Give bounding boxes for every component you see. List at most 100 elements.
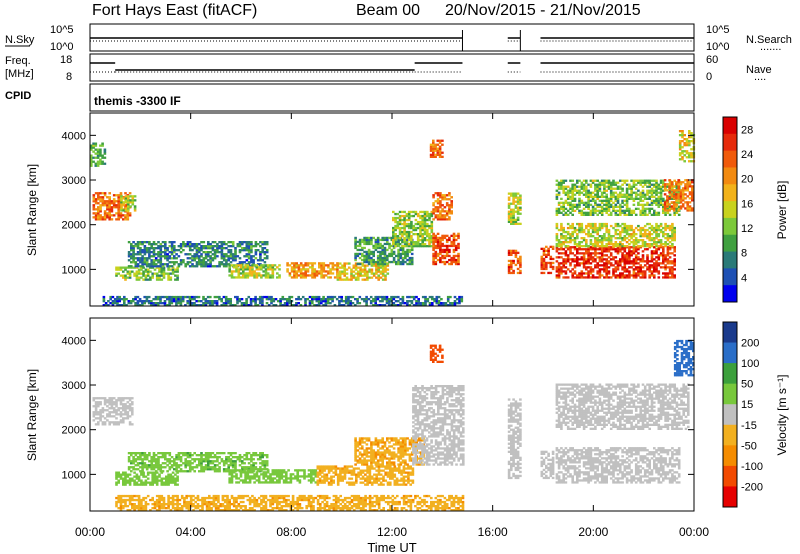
- data-cell: [295, 272, 298, 275]
- data-cell: [379, 272, 383, 275]
- data-cell: [154, 257, 158, 260]
- data-cell: [388, 244, 391, 248]
- data-cell: [150, 466, 153, 469]
- data-cell: [383, 242, 387, 246]
- data-cell: [562, 203, 565, 206]
- data-cell: [657, 191, 661, 194]
- data-cell: [452, 248, 456, 252]
- data-cell: [126, 212, 130, 215]
- data-cell: [392, 241, 395, 244]
- data-cell: [179, 304, 183, 307]
- data-cell: [372, 304, 375, 307]
- data-cell: [101, 423, 105, 426]
- data-cell: [367, 262, 371, 266]
- data-cell: [678, 158, 682, 161]
- data-cell: [200, 255, 203, 258]
- data-cell: [666, 274, 670, 277]
- data-cell: [514, 251, 518, 254]
- data-cell: [124, 405, 127, 408]
- data-cell: [436, 206, 440, 209]
- data-cell: [99, 409, 102, 412]
- data-cell: [441, 238, 444, 242]
- data-cell: [135, 270, 139, 273]
- data-cell: [195, 243, 199, 246]
- data-cell: [671, 235, 674, 238]
- data-cell: [207, 259, 210, 262]
- data-cell: [182, 454, 185, 457]
- data-cell: [607, 209, 611, 212]
- data-cell: [99, 204, 102, 207]
- data-cell: [582, 264, 586, 267]
- data-cell: [616, 187, 620, 190]
- data-cell: [378, 304, 382, 307]
- data-cell: [657, 187, 661, 190]
- data-cell: [607, 239, 611, 242]
- data-cell: [576, 237, 579, 240]
- data-cell: [512, 251, 515, 254]
- data-cell: [169, 475, 173, 478]
- data-cell: [181, 295, 185, 299]
- data-cell: [188, 243, 192, 246]
- data-cell: [434, 192, 438, 195]
- data-cell: [225, 261, 228, 264]
- data-cell: [366, 276, 369, 279]
- data-cell: [643, 276, 647, 279]
- data-cell: [97, 208, 100, 211]
- data-cell: [110, 421, 114, 424]
- nsky-strip: N.Sky 10^5 10^0 10^5 10^0 N.Search .....…: [5, 23, 792, 53]
- data-cell: [646, 197, 649, 200]
- data-cell: [428, 226, 431, 230]
- data-cell: [110, 214, 114, 217]
- data-cell: [580, 199, 584, 202]
- data-cell: [540, 271, 544, 275]
- data-cell: [157, 468, 160, 471]
- data-cell: [562, 243, 565, 246]
- data-cell: [119, 192, 123, 195]
- data-cell: [423, 216, 427, 220]
- data-cell: [653, 262, 656, 265]
- data-cell: [666, 260, 670, 263]
- data-cell: [365, 254, 369, 258]
- data-cell: [177, 265, 181, 268]
- data-cell: [614, 199, 618, 202]
- data-cell: [145, 259, 149, 262]
- data-cell: [131, 195, 135, 198]
- data-cell: [108, 212, 111, 215]
- data-cell: [103, 210, 107, 213]
- data-cell: [184, 245, 187, 248]
- data-cell: [136, 263, 140, 266]
- data-cell: [426, 245, 429, 248]
- data-cell: [247, 304, 251, 307]
- data-cell: [407, 222, 411, 226]
- data-cell: [106, 413, 109, 416]
- nave-tick-top: 60: [706, 54, 718, 66]
- data-cell: [152, 456, 156, 459]
- data-cell: [246, 276, 250, 279]
- data-cell: [614, 274, 618, 277]
- data-cell: [231, 241, 235, 244]
- data-cell: [354, 236, 357, 240]
- data-cell: [122, 419, 125, 422]
- data-cell: [434, 238, 438, 242]
- data-cell: [148, 454, 151, 457]
- data-cell: [557, 185, 561, 188]
- data-cell: [343, 278, 346, 281]
- data-cell: [655, 248, 658, 251]
- data-cell: [179, 251, 183, 254]
- data-cell: [646, 228, 649, 232]
- data-cell: [381, 300, 384, 303]
- data-cell: [445, 260, 449, 264]
- data-cell: [254, 253, 258, 256]
- data-cell: [582, 248, 586, 251]
- data-cell: [607, 199, 611, 202]
- data-cell: [155, 483, 159, 486]
- data-cell: [162, 477, 166, 480]
- data-cell: [153, 479, 157, 482]
- data-cell: [245, 304, 248, 307]
- data-cell: [429, 147, 433, 150]
- data-cell: [102, 300, 106, 303]
- data-cell: [115, 423, 118, 426]
- data-cell: [372, 254, 375, 258]
- data-cell: [129, 201, 132, 204]
